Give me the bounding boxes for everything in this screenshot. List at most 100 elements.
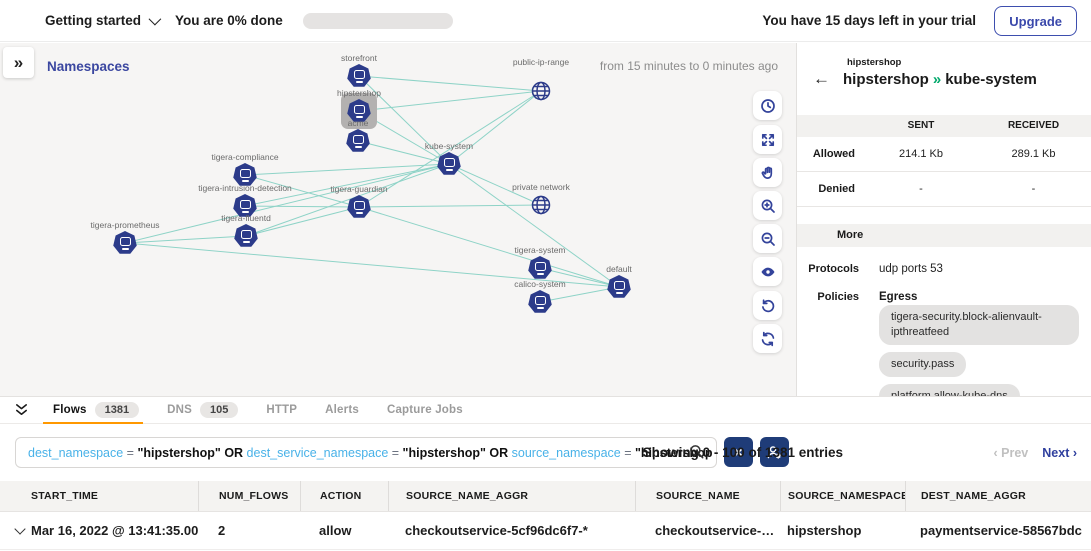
policy-pill[interactable]: security.pass [879, 351, 967, 377]
col-received: RECEIVED [1007, 120, 1060, 131]
user-settings-button[interactable] [760, 437, 789, 467]
column-header-start_time[interactable]: START_TIME [31, 490, 99, 502]
graph-edge-hipstershop-public-ip-range [358, 88, 542, 112]
tab-badge: 105 [199, 402, 239, 418]
namespace-icon [233, 194, 257, 218]
graph-edge-tigera-prometheus-kube-system [124, 162, 450, 244]
showing-entries-text: Showing 0 - 100 of 1381 entries [642, 445, 843, 460]
flows-tabs: Flows 1381 DNS 105 HTTP Alerts Capture Jobs [43, 396, 481, 425]
col-sent: SENT [907, 120, 935, 131]
detail-table-header: SENT RECEIVED [797, 115, 1091, 137]
cell-action: allow [319, 523, 352, 538]
graph-edge-tigera-fluentd-tigera-guardian [245, 205, 360, 237]
flows-table-body: Mar 16, 2022 @ 13:41:35.000 2 allow checkou… [0, 512, 1091, 550]
flows-table-header: START_TIME NUM_FLOWS ACTION SOURCE_NAME_AGG… [0, 481, 1091, 512]
graph-edge-calico-system-default [539, 285, 620, 303]
flow-row[interactable]: Mar 16, 2022 @ 13:41:35.000 2 allow checkou… [0, 512, 1091, 550]
namespace-icon [113, 231, 137, 255]
policies-label: Policies [817, 291, 859, 303]
allowed-row: Allowed 214.1 Kb 289.1 Kb [797, 137, 1091, 172]
trial-days-text: You have 15 days left in your trial [762, 13, 976, 28]
graph-edge-tigera-guardian-default [358, 206, 620, 288]
graph-edge-tigera-prometheus-default [124, 242, 620, 290]
back-arrow-icon[interactable]: ← [813, 69, 830, 88]
policy-pill-list: tigera-security.block-alienvault-ipthrea… [879, 305, 1079, 396]
zoom-in-icon[interactable] [753, 191, 782, 220]
globe-icon [528, 78, 554, 104]
flow-direction-icon: » [932, 71, 942, 88]
flow-query-input[interactable]: dest_namespace = "hipstershop" OR dest_s… [15, 437, 717, 468]
filter-row: dest_namespace = "hipstershop" OR dest_s… [0, 424, 1091, 481]
column-header-dest_name_aggr[interactable]: DEST_NAME_AGGR [905, 481, 1091, 511]
refresh-icon[interactable] [753, 324, 782, 353]
namespace-icon [233, 163, 257, 187]
undo-icon[interactable] [753, 291, 782, 320]
graph-edge-tigera-system-default [539, 267, 620, 289]
column-header-num_flows[interactable]: NUM_FLOWS [198, 481, 300, 511]
pagination: ‹ Prev Next › [994, 446, 1077, 460]
tab-flows[interactable]: Flows 1381 [43, 396, 157, 425]
next-page-link[interactable]: Next › [1042, 446, 1077, 460]
cell-source_namespace: hipstershop [787, 523, 862, 538]
column-header-source_name[interactable]: SOURCE_NAME [635, 481, 780, 511]
namespace-icon [347, 195, 371, 219]
graph-edge-acme-kube-system [357, 140, 450, 166]
cell-num_flows: 2 [218, 523, 226, 538]
cell-dest_name_aggr: paymentservice-58567bdc [920, 523, 1082, 538]
graph-panel: » Namespaces from 15 minutes to 0 minute… [0, 43, 796, 396]
clock-icon[interactable] [753, 91, 782, 120]
namespace-icon [347, 99, 371, 123]
progress-text: You are 0% done [175, 13, 283, 28]
graph-edge-tigera-prometheus-tigera-fluentd [124, 233, 247, 244]
collapse-double-chevron-icon[interactable] [14, 403, 29, 417]
denied-row: Denied - - [797, 172, 1091, 207]
detail-target: kube-system [945, 71, 1037, 88]
topbar: Getting started You are 0% done You have… [0, 0, 1091, 42]
chevron-down-icon [148, 12, 162, 26]
graph-edge-tigera-guardian-private-network [358, 201, 542, 209]
graph-edge-tigera-compliance-kube-system [244, 160, 450, 176]
cell-source_name_aggr: checkoutservice-5cf96dc6f7-* [405, 523, 588, 538]
namespace-icon [607, 275, 631, 299]
allowed-received: 289.1 Kb [1011, 148, 1056, 160]
detail-breadcrumb: hipstershop [847, 57, 902, 68]
graph-title: Namespaces [47, 59, 130, 74]
prev-page-link[interactable]: ‹ Prev [993, 446, 1029, 460]
upgrade-button[interactable]: Upgrade [994, 6, 1077, 36]
clear-query-button[interactable]: × [724, 437, 753, 467]
allowed-sent: 214.1 Kb [898, 148, 944, 160]
graph-edge-storefront-public-ip-range [358, 75, 542, 94]
namespace-icon [347, 64, 371, 88]
globe-icon [528, 192, 554, 218]
expand-icon[interactable] [753, 125, 782, 154]
allowed-label: Allowed [812, 148, 855, 160]
more-section-header: More [797, 224, 1091, 247]
pan-hand-icon[interactable] [753, 158, 782, 187]
denied-sent: - [919, 183, 923, 195]
sidebar-expand-button[interactable]: » [3, 47, 34, 78]
graph-edge-kube-system-public-ip-range [448, 90, 542, 165]
denied-label: Denied [818, 183, 855, 195]
detail-source: hipstershop [843, 71, 929, 88]
tab-dns[interactable]: DNS 105 [157, 396, 256, 424]
namespace-icon [437, 152, 461, 176]
graph-edge-storefront-kube-system [358, 75, 450, 165]
eye-icon[interactable] [753, 257, 782, 286]
flows-tabbar: Flows 1381 DNS 105 HTTP Alerts Capture Jobs [0, 396, 1091, 425]
tab-http[interactable]: HTTP [266, 404, 298, 416]
zoom-out-icon[interactable] [753, 224, 782, 253]
tab-capture-jobs[interactable]: Capture Jobs [386, 404, 463, 416]
policy-pill[interactable]: tigera-security.block-alienvault-ipthrea… [879, 305, 1079, 345]
graph-edge-tigera-compliance-tigera-guardian [244, 174, 360, 208]
graph-edge-tigera-fluentd-kube-system [245, 163, 450, 237]
namespace-icon [234, 224, 258, 248]
tab-alerts[interactable]: Alerts [325, 404, 359, 416]
policy-pill[interactable]: platform.allow-kube-dns [879, 383, 1020, 396]
column-header-source_name_aggr[interactable]: SOURCE_NAME_AGGR [388, 481, 635, 511]
search-icon[interactable] [689, 444, 704, 459]
namespace-icon [528, 290, 552, 314]
column-header-action[interactable]: ACTION [300, 481, 388, 511]
column-header-source_namespace[interactable]: SOURCE_NAMESPACE [780, 481, 905, 511]
graph-edge-tigera-guardian-public-ip-range [358, 90, 542, 208]
getting-started-dropdown[interactable]: Getting started [45, 12, 162, 28]
